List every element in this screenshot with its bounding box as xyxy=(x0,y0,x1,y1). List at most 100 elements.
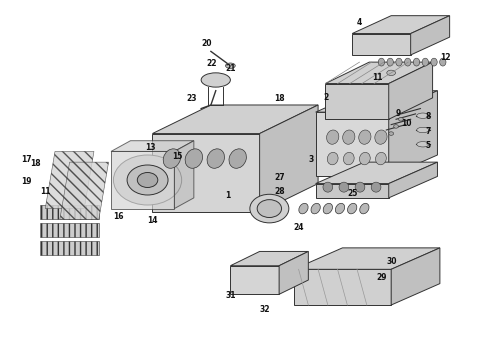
Circle shape xyxy=(393,125,398,128)
Ellipse shape xyxy=(405,58,411,66)
Ellipse shape xyxy=(396,58,402,66)
Text: 19: 19 xyxy=(21,176,31,185)
Circle shape xyxy=(127,165,168,195)
Ellipse shape xyxy=(326,130,339,144)
Text: 30: 30 xyxy=(386,257,397,266)
Text: 1: 1 xyxy=(225,191,231,200)
Polygon shape xyxy=(152,105,318,134)
Text: 2: 2 xyxy=(323,93,328,102)
Ellipse shape xyxy=(225,63,235,68)
Polygon shape xyxy=(230,251,308,266)
Text: 14: 14 xyxy=(147,216,158,225)
Ellipse shape xyxy=(327,152,338,165)
Polygon shape xyxy=(316,112,389,176)
Text: 7: 7 xyxy=(425,127,431,136)
Ellipse shape xyxy=(359,130,371,144)
Ellipse shape xyxy=(229,149,246,168)
Ellipse shape xyxy=(163,149,181,168)
Circle shape xyxy=(137,172,158,188)
Text: 10: 10 xyxy=(401,120,412,129)
Text: 21: 21 xyxy=(225,64,236,73)
Polygon shape xyxy=(352,16,450,33)
Ellipse shape xyxy=(347,203,357,214)
Text: 5: 5 xyxy=(425,141,430,150)
Ellipse shape xyxy=(375,130,387,144)
Text: 32: 32 xyxy=(260,305,270,314)
Ellipse shape xyxy=(431,58,437,66)
Ellipse shape xyxy=(375,152,386,165)
Text: 12: 12 xyxy=(440,53,450,62)
Ellipse shape xyxy=(422,58,428,66)
Circle shape xyxy=(250,194,289,223)
Ellipse shape xyxy=(378,58,385,66)
Ellipse shape xyxy=(339,182,349,192)
Ellipse shape xyxy=(343,152,354,165)
Polygon shape xyxy=(294,269,391,305)
Text: 18: 18 xyxy=(274,94,285,103)
Polygon shape xyxy=(316,184,389,198)
Ellipse shape xyxy=(207,149,224,168)
Text: 3: 3 xyxy=(308,155,314,164)
Ellipse shape xyxy=(360,152,370,165)
Polygon shape xyxy=(152,134,260,212)
Text: 8: 8 xyxy=(425,112,431,121)
Text: 25: 25 xyxy=(347,189,358,198)
Ellipse shape xyxy=(417,113,429,118)
Text: 20: 20 xyxy=(201,39,212,48)
Polygon shape xyxy=(389,91,438,176)
Ellipse shape xyxy=(440,58,446,66)
Polygon shape xyxy=(389,162,438,198)
Text: 28: 28 xyxy=(274,187,285,196)
Circle shape xyxy=(389,132,393,135)
Text: 11: 11 xyxy=(40,187,51,196)
Polygon shape xyxy=(111,152,174,208)
Polygon shape xyxy=(230,266,279,294)
Text: 4: 4 xyxy=(357,18,362,27)
Polygon shape xyxy=(279,251,308,294)
Text: 15: 15 xyxy=(172,152,182,161)
Polygon shape xyxy=(60,162,109,219)
Ellipse shape xyxy=(360,203,369,214)
Polygon shape xyxy=(111,141,194,152)
Polygon shape xyxy=(316,91,438,112)
Polygon shape xyxy=(325,84,389,119)
Ellipse shape xyxy=(299,203,308,214)
Ellipse shape xyxy=(201,73,230,87)
Ellipse shape xyxy=(185,149,202,168)
Polygon shape xyxy=(352,33,411,55)
Text: 9: 9 xyxy=(396,109,401,118)
Ellipse shape xyxy=(417,141,429,147)
Ellipse shape xyxy=(335,203,344,214)
Polygon shape xyxy=(260,105,318,212)
Ellipse shape xyxy=(343,130,355,144)
Ellipse shape xyxy=(371,182,381,192)
Polygon shape xyxy=(40,205,99,219)
Ellipse shape xyxy=(323,182,333,192)
Polygon shape xyxy=(40,241,99,255)
Circle shape xyxy=(398,117,403,121)
Circle shape xyxy=(114,155,182,205)
Polygon shape xyxy=(325,62,433,84)
Polygon shape xyxy=(45,152,94,208)
Ellipse shape xyxy=(387,58,393,66)
Polygon shape xyxy=(389,62,433,119)
Ellipse shape xyxy=(414,58,419,66)
Polygon shape xyxy=(174,141,194,208)
Text: 24: 24 xyxy=(294,223,304,232)
Text: 17: 17 xyxy=(21,155,31,164)
Ellipse shape xyxy=(311,203,320,214)
Text: 27: 27 xyxy=(274,173,285,182)
Text: 31: 31 xyxy=(225,291,236,300)
Circle shape xyxy=(257,200,282,217)
Text: 23: 23 xyxy=(187,94,197,103)
Ellipse shape xyxy=(323,203,333,214)
Polygon shape xyxy=(40,223,99,237)
Text: 18: 18 xyxy=(30,159,41,168)
Ellipse shape xyxy=(355,182,365,192)
Polygon shape xyxy=(391,248,440,305)
Text: 29: 29 xyxy=(376,273,387,282)
Polygon shape xyxy=(294,248,440,269)
Polygon shape xyxy=(316,162,438,184)
Text: 16: 16 xyxy=(114,212,124,221)
Text: 11: 11 xyxy=(372,73,382,82)
